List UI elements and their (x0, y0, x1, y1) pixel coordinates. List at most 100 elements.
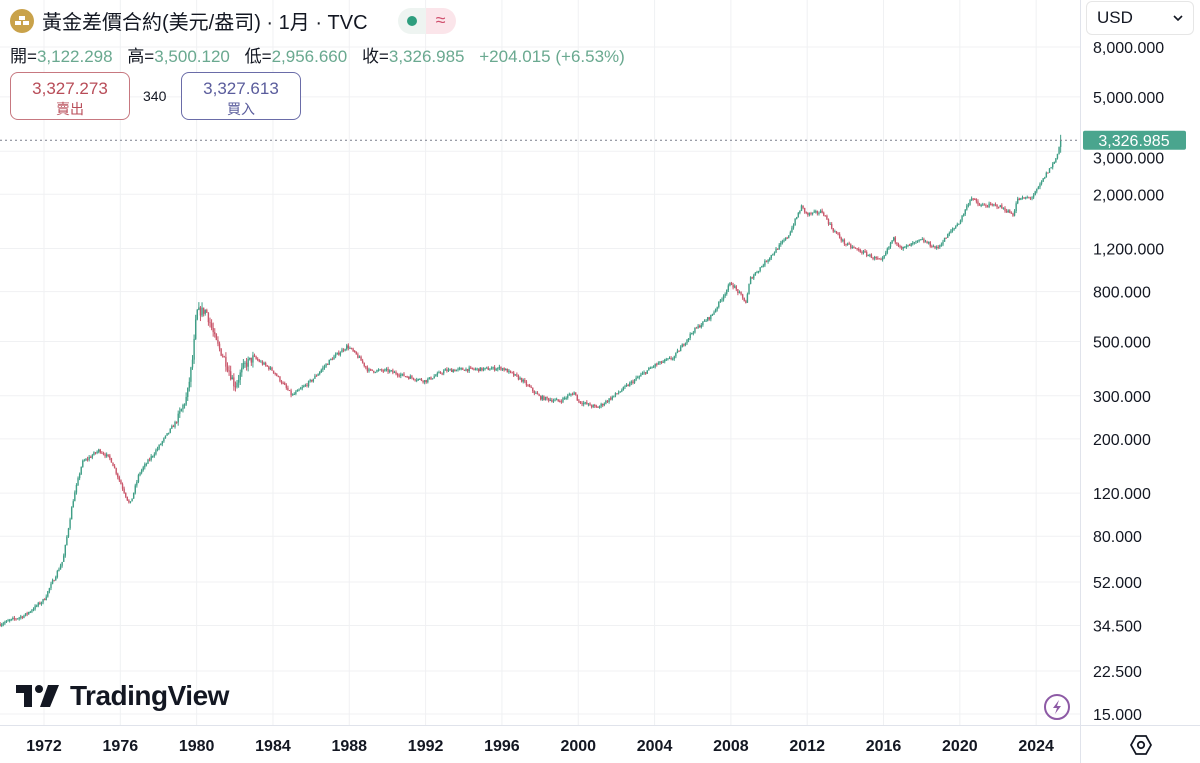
candle (118, 475, 121, 483)
candle (951, 227, 954, 233)
candle-body (288, 390, 291, 392)
candle (427, 377, 429, 384)
candle (503, 367, 505, 372)
candle-body (581, 403, 583, 405)
sell-button[interactable]: 3,327.273 賣出 (10, 72, 130, 120)
candle-body (1, 624, 3, 626)
candle-body (381, 369, 383, 371)
candle (670, 356, 672, 361)
candle (485, 366, 488, 369)
currency-select[interactable]: USD (1086, 1, 1194, 35)
candle-body (96, 451, 98, 454)
candle (667, 358, 669, 361)
candle (438, 370, 440, 374)
candle (541, 394, 544, 401)
candle (26, 611, 28, 617)
candle-body (792, 225, 795, 228)
candle (1059, 134, 1062, 153)
spread-value: 340 (143, 88, 167, 104)
candle (635, 375, 637, 382)
candle (215, 333, 218, 341)
candle-body (72, 501, 74, 508)
time-tick-label: 2016 (866, 738, 902, 755)
candle-body (225, 356, 227, 367)
candle-body (719, 300, 722, 302)
candle-body (794, 218, 796, 226)
candle-body (956, 224, 958, 227)
candle-body (894, 237, 896, 243)
time-axis[interactable]: 1972 1976 1980 1984 1988 1992 1996 2000 2004 2008… (26, 738, 1054, 755)
candle (412, 377, 415, 381)
candle-body (1017, 198, 1019, 204)
candle-body (597, 406, 599, 408)
candle-body (891, 240, 893, 243)
candle (808, 212, 811, 217)
candle (105, 452, 108, 458)
candle (396, 372, 399, 378)
candle (357, 352, 359, 359)
candle (360, 355, 362, 361)
candle-body (408, 377, 410, 379)
candle-body (751, 277, 753, 279)
candle-body (684, 343, 687, 346)
candle (10, 618, 12, 622)
candle (735, 285, 737, 292)
candle (519, 376, 521, 380)
candle (312, 378, 315, 383)
candle-body (473, 368, 475, 370)
settings-gear-icon[interactable] (1129, 734, 1153, 761)
candle (784, 237, 787, 241)
candle (466, 368, 469, 373)
candle (676, 348, 679, 354)
candle-body (540, 395, 542, 400)
candle (249, 357, 251, 361)
candle (845, 243, 847, 247)
candle (969, 199, 971, 206)
candle (96, 450, 98, 455)
candle-body (387, 368, 389, 372)
candle-body (26, 613, 28, 615)
candle (48, 587, 51, 594)
candle (288, 389, 291, 392)
candle (915, 240, 917, 245)
candle-body (497, 368, 499, 370)
candle (40, 601, 43, 606)
candle-body (850, 244, 852, 248)
status-badge[interactable]: ≈ (397, 7, 456, 34)
candle (482, 367, 485, 372)
candle-body (137, 475, 140, 482)
candle-body (296, 389, 299, 392)
candle-body (654, 363, 656, 367)
candle-body (304, 384, 307, 386)
candle-body (802, 205, 804, 208)
candle-body (665, 359, 668, 361)
candle-body (435, 375, 437, 377)
candle (1045, 171, 1048, 178)
symbol-title[interactable]: 黃金差價合約(美元/盎司) · 1月 · TVC (42, 12, 368, 34)
price-axis[interactable]: 8,000.000 5,000.000 3,000.000 2,000.000 1,20… (1093, 40, 1164, 724)
candle-body (948, 232, 951, 235)
candle (282, 381, 284, 385)
candle (93, 451, 95, 456)
candle-body (923, 239, 925, 242)
candle (867, 254, 869, 257)
candle-body (568, 394, 571, 396)
candle (334, 352, 337, 359)
candle (252, 351, 254, 368)
candle (309, 378, 311, 383)
buy-button[interactable]: 3,327.613 買入 (181, 72, 301, 120)
candle-body (374, 372, 377, 374)
lightning-icon[interactable] (1044, 694, 1070, 720)
candle (881, 256, 884, 262)
candle (912, 241, 914, 246)
candle (773, 251, 776, 256)
candle-body (268, 366, 270, 370)
candle (236, 380, 238, 389)
candle (460, 367, 462, 371)
tradingview-logo[interactable]: TradingView (16, 680, 229, 712)
candle (927, 241, 930, 245)
candle (851, 245, 854, 249)
candle-body (484, 367, 486, 369)
candle (562, 396, 564, 404)
